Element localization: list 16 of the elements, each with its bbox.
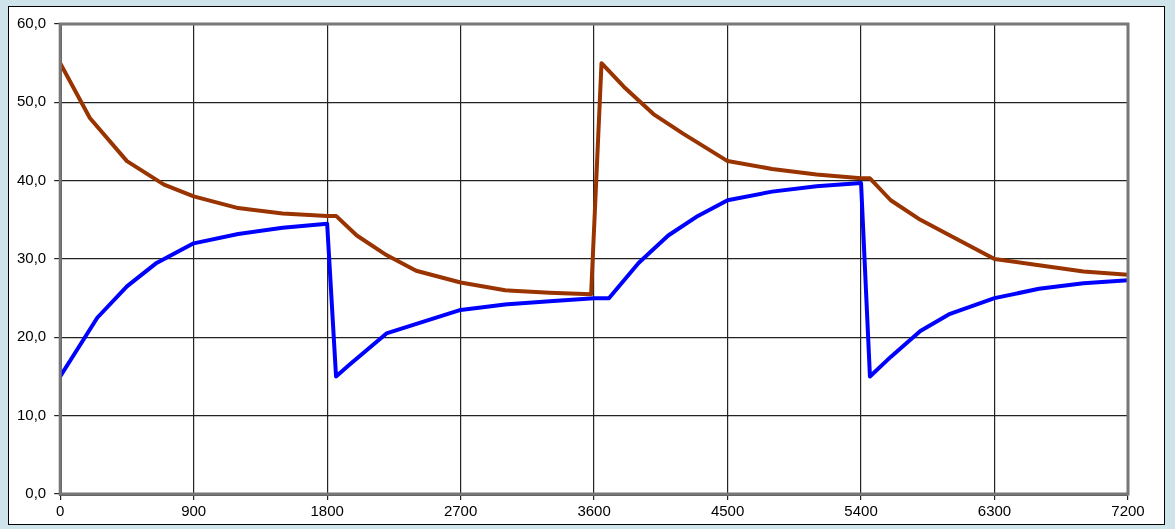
y-tick-label: 0,0	[25, 484, 47, 502]
x-tick-label: 7200	[1111, 502, 1145, 520]
y-tick-label: 20,0	[16, 327, 47, 345]
x-tick-label: 3600	[577, 502, 611, 520]
x-tick-label: 4500	[710, 502, 745, 520]
x-tick-label: 6300	[977, 502, 1012, 520]
y-tick-label: 30,0	[16, 249, 47, 267]
y-tick-label: 60,0	[16, 14, 47, 32]
x-tick-label: 5400	[844, 502, 878, 520]
y-tick-label: 50,0	[16, 92, 47, 110]
x-tick-label: 0	[56, 502, 65, 520]
x-tick-label: 2700	[443, 502, 478, 520]
y-tick-label: 40,0	[16, 170, 47, 188]
y-tick-label: 10,0	[16, 405, 47, 423]
x-tick-label: 900	[181, 502, 207, 520]
x-tick-label: 1800	[310, 502, 344, 520]
